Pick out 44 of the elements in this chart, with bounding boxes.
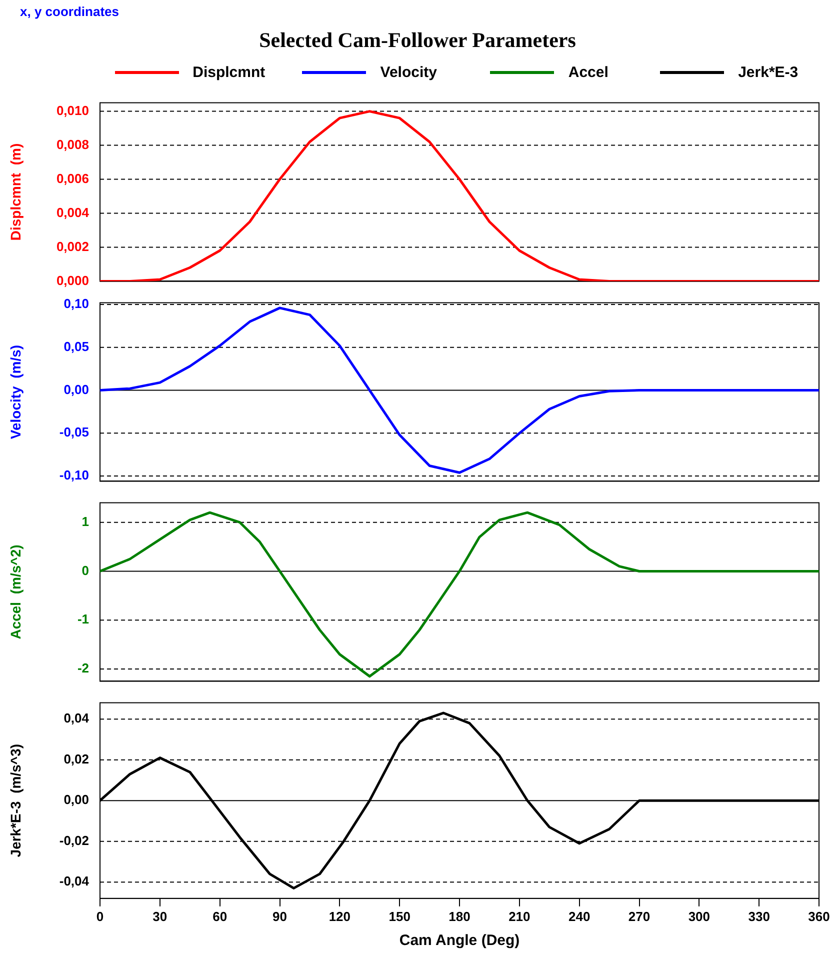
y-tick-label: 0,02: [64, 751, 89, 766]
y-tick-label: 0,000: [56, 272, 89, 288]
y-axis-title: Displcmnt (m): [7, 143, 24, 241]
y-tick-label: 0,00: [64, 792, 89, 808]
y-tick-label: 0,00: [64, 382, 89, 397]
y-tick-label: -1: [77, 612, 89, 627]
y-tick-label: -0,05: [59, 424, 89, 440]
y-tick-label: 0,002: [56, 238, 89, 254]
legend-label: Displcmnt: [192, 64, 266, 81]
y-tick-label: 0,006: [56, 170, 89, 186]
y-axis-title: Velocity (m/s): [7, 344, 24, 440]
x-tick-label: 150: [388, 908, 410, 924]
x-tick-label: 60: [212, 908, 228, 924]
y-tick-label: 0,04: [64, 710, 90, 726]
y-tick-label: 0,10: [64, 296, 89, 312]
y-tick-label: 0,008: [56, 136, 89, 152]
y-tick-label: 0,010: [56, 102, 89, 118]
y-tick-label: -0,02: [59, 832, 89, 848]
y-tick-label: 1: [82, 514, 89, 529]
x-tick-label: 180: [448, 908, 470, 924]
x-tick-label: 360: [808, 908, 830, 924]
x-tick-label: 240: [568, 908, 590, 924]
legend-label: Accel: [568, 64, 608, 81]
x-tick-label: 30: [152, 908, 168, 924]
legend-label: Jerk*E-3: [738, 64, 798, 81]
y-tick-label: -0,10: [59, 468, 89, 483]
y-axis-title: Jerk*E-3 (m/s^3): [7, 744, 24, 858]
x-tick-label: 270: [628, 908, 650, 924]
y-tick-label: -0,04: [59, 874, 90, 889]
y-axis-title: Accel (m/s^2): [7, 544, 24, 640]
chart-title: Selected Cam-Follower Parameters: [258, 28, 577, 53]
x-tick-label: 330: [748, 908, 770, 924]
text: x, y coordinates: [20, 4, 119, 19]
x-tick-label: 90: [272, 908, 287, 924]
x-tick-label: 210: [508, 908, 530, 924]
x-tick-label: 300: [688, 908, 710, 924]
y-tick-label: 0: [82, 562, 89, 578]
x-tick-label: 0: [96, 908, 104, 924]
x-tick-label: 120: [328, 908, 351, 924]
x-axis-title: Cam Angle (Deg): [399, 932, 520, 950]
legend-label: Velocity: [380, 64, 437, 81]
y-tick-label: 0,05: [64, 338, 89, 354]
y-tick-label: 0,004: [56, 204, 90, 220]
y-tick-label: -2: [77, 660, 89, 676]
